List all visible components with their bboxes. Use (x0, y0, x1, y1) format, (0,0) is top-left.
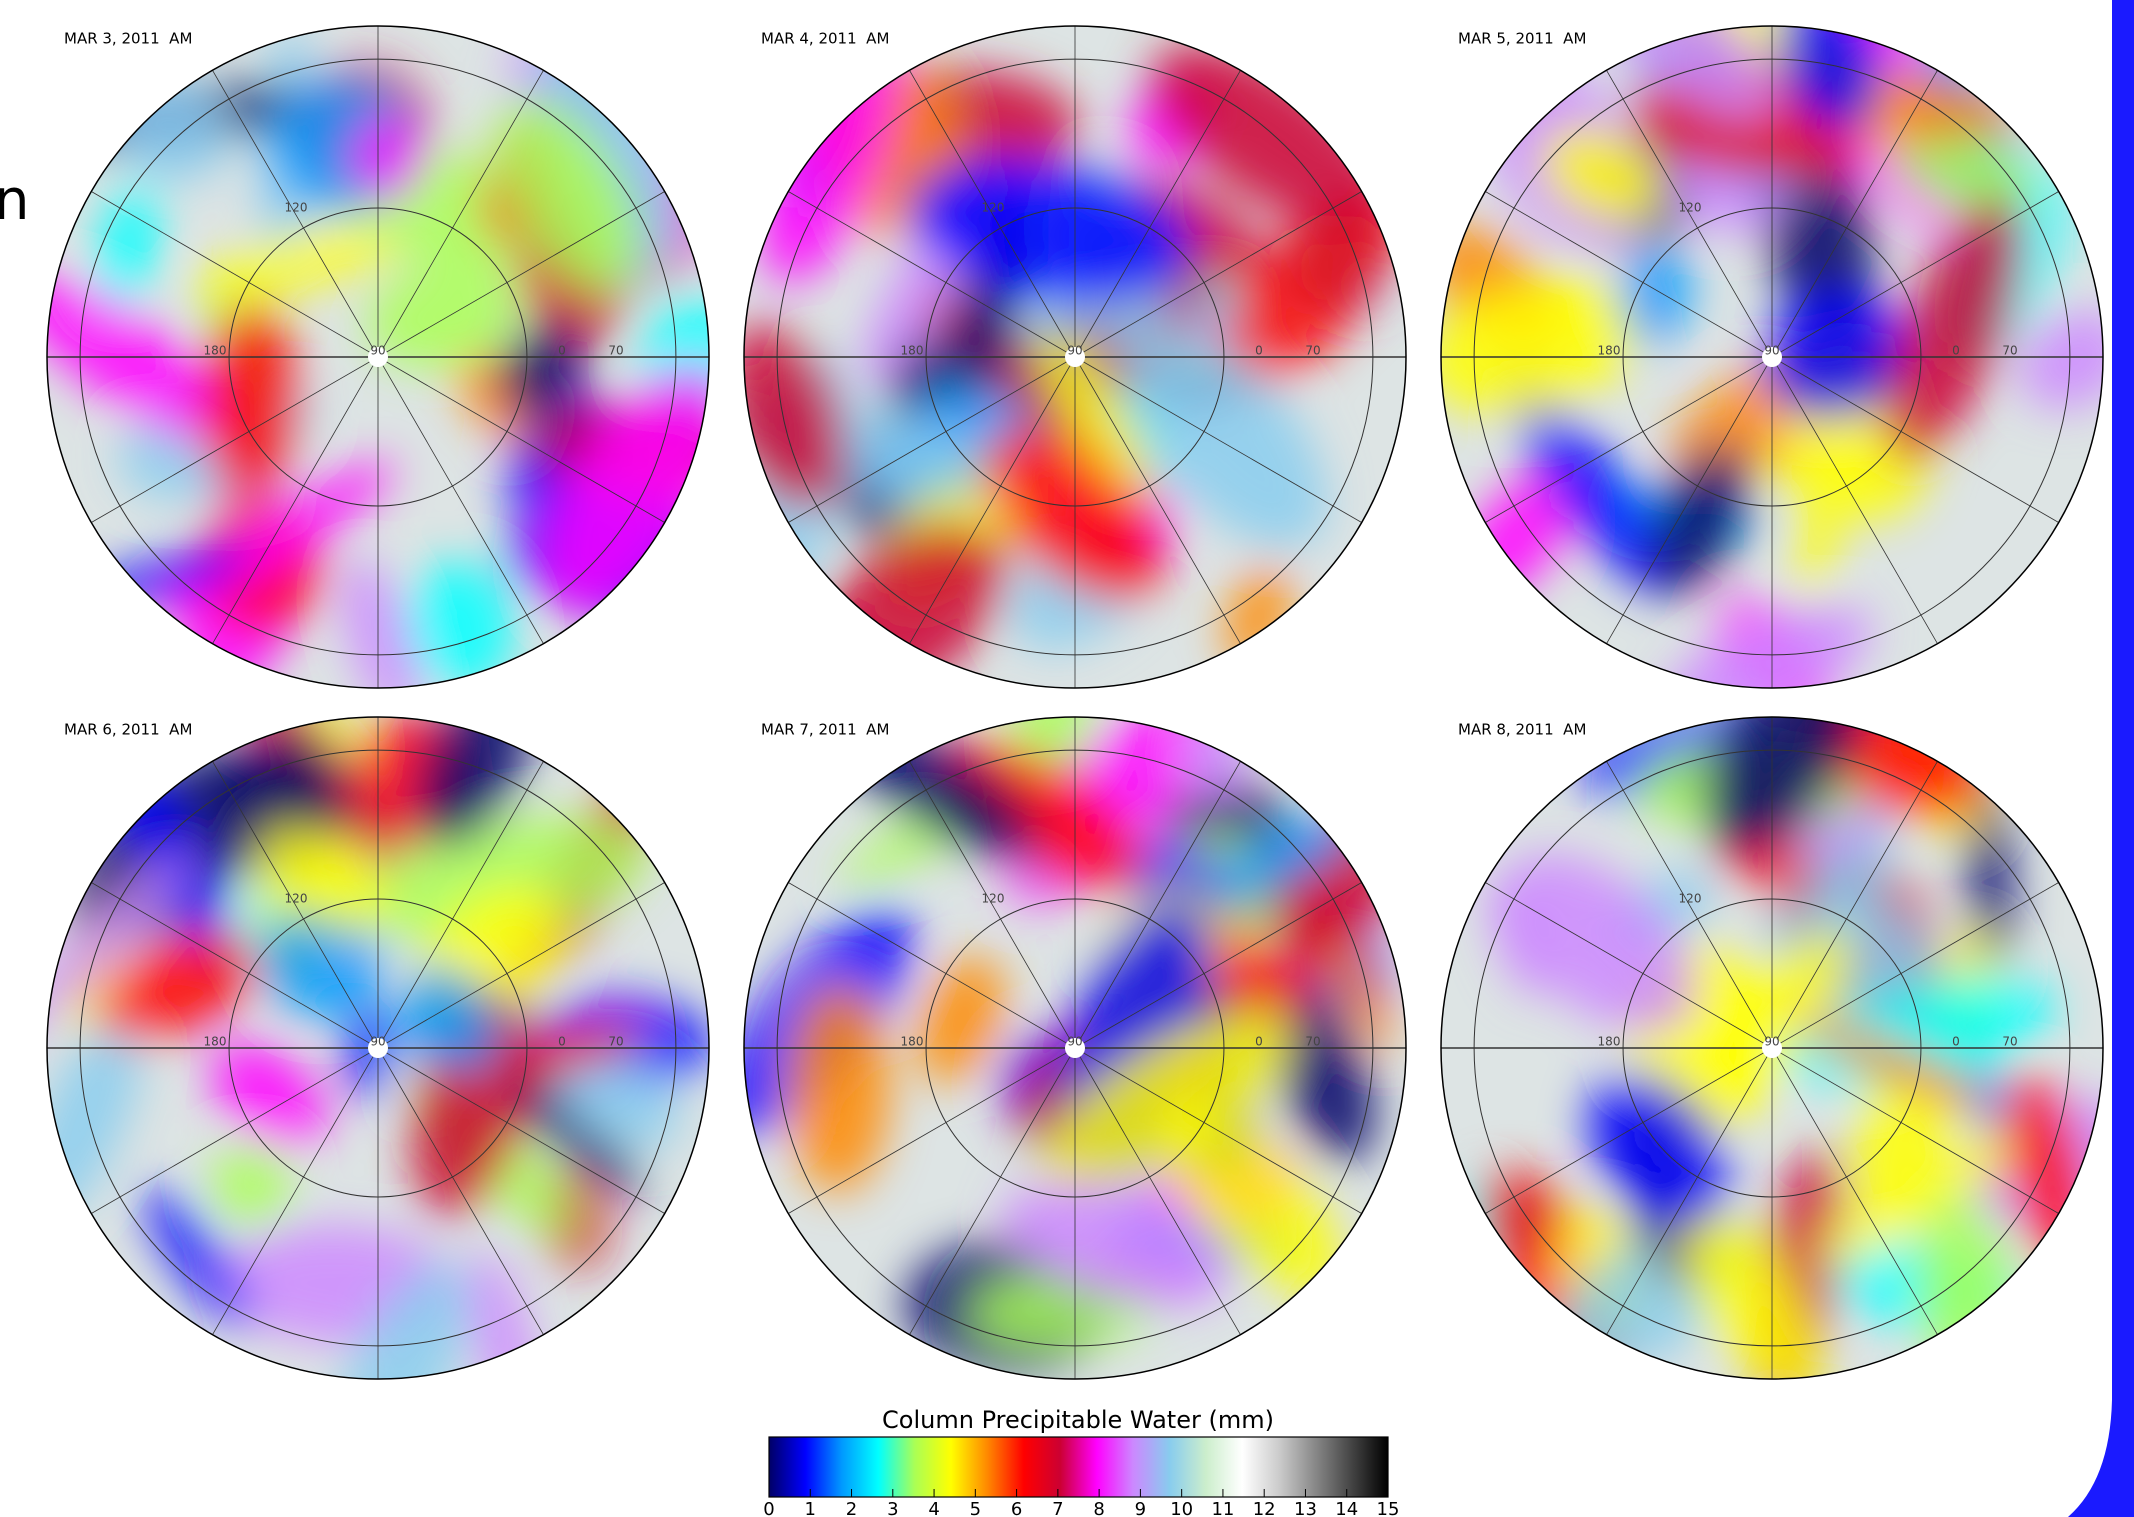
colorbar-tick-label: 7 (1052, 1499, 1063, 1517)
panel-title: MAR 3, 2011 AM (64, 30, 192, 48)
colorbar-tick-label: 8 (1093, 1499, 1104, 1517)
colorbar-tick-label: 14 (1335, 1499, 1358, 1517)
colorbar-tick-label: 10 (1170, 1499, 1193, 1517)
colorbar-tick-label: 0 (763, 1499, 774, 1517)
grid-label: 120 (1679, 201, 1702, 215)
grid-label: 70 (2002, 344, 2017, 358)
panel-title: MAR 7, 2011 AM (761, 721, 889, 739)
colorbar-tick-label: 6 (1011, 1499, 1022, 1517)
slide-edge (2068, 0, 2134, 1517)
map-field (1403, 0, 2134, 755)
colorbar-tick-label: 1 (805, 1499, 816, 1517)
grid-label: 180 (1598, 344, 1621, 358)
grid-label: 70 (1305, 1035, 1320, 1049)
map-blobs (1403, 0, 2134, 755)
colorbar-tick-label: 15 (1377, 1499, 1400, 1517)
grid-label: 70 (608, 344, 623, 358)
grid-label: 120 (285, 201, 308, 215)
grid-label: 0 (1952, 1035, 1960, 1049)
colorbar-tick-label: 12 (1253, 1499, 1276, 1517)
colorbar-tick-label: 3 (887, 1499, 898, 1517)
grid-label: 90 (370, 1035, 385, 1049)
colorbar-tick-label: 5 (970, 1499, 981, 1517)
page: n 12018090070MAR 3, 2011 AM12018090070MA… (0, 0, 2134, 1517)
grid-label: 120 (982, 892, 1005, 906)
grid-label: 180 (204, 344, 227, 358)
grid-label: 70 (1305, 344, 1320, 358)
colorbar (769, 1437, 1388, 1497)
panel-title: MAR 8, 2011 AM (1458, 721, 1586, 739)
side-text: n (0, 168, 30, 233)
grid-label: 120 (1679, 892, 1702, 906)
grid-label: 0 (1255, 344, 1263, 358)
grid-label: 120 (285, 892, 308, 906)
grid-label: 90 (370, 344, 385, 358)
grid-label: 90 (1764, 1035, 1779, 1049)
colorbar-tick-label: 13 (1294, 1499, 1317, 1517)
map-panel: 120 180 90 0 70 MAR 8, 2011 AM (1424, 616, 2134, 1421)
map-panel: 120 180 90 0 70 MAR 5, 2011 AM (1403, 0, 2134, 755)
map-panel: 120 180 90 0 70 MAR 3, 2011 AM (0, 0, 775, 729)
grid-label: 180 (901, 344, 924, 358)
grid-label: 0 (1952, 344, 1960, 358)
grid-label: 0 (558, 1035, 566, 1049)
map-panel: 120 180 90 0 70 MAR 6, 2011 AM (0, 646, 716, 1499)
grid-label: 180 (204, 1035, 227, 1049)
panel-title: MAR 4, 2011 AM (761, 30, 889, 48)
grid-label: 90 (1764, 344, 1779, 358)
panel-title: MAR 5, 2011 AM (1458, 30, 1586, 48)
grid-label: 180 (901, 1035, 924, 1049)
grid-label: 0 (1255, 1035, 1263, 1049)
grid-label: 90 (1067, 344, 1082, 358)
colorbar-tick-label: 4 (928, 1499, 939, 1517)
panel-title: MAR 6, 2011 AM (64, 721, 192, 739)
map-field (699, 0, 1436, 745)
map-field (0, 646, 716, 1499)
colorbar-tick-label: 9 (1135, 1499, 1146, 1517)
grid-label: 120 (982, 201, 1005, 215)
colorbar-tick-label: 2 (846, 1499, 857, 1517)
map-panel: 120 180 90 0 70 MAR 4, 2011 AM (699, 0, 1436, 745)
colorbar-tick-label: 11 (1211, 1499, 1234, 1517)
map-panel: 120 180 90 0 70 MAR 7, 2011 AM (682, 619, 1428, 1381)
grid-label: 0 (558, 344, 566, 358)
grid-label: 70 (608, 1035, 623, 1049)
grid-label: 70 (2002, 1035, 2017, 1049)
grid-label: 90 (1067, 1035, 1082, 1049)
colorbar-title: Column Precipitable Water (mm) (882, 1406, 1274, 1434)
map-field (0, 0, 775, 729)
map-blobs (0, 646, 716, 1499)
grid-label: 180 (1598, 1035, 1621, 1049)
